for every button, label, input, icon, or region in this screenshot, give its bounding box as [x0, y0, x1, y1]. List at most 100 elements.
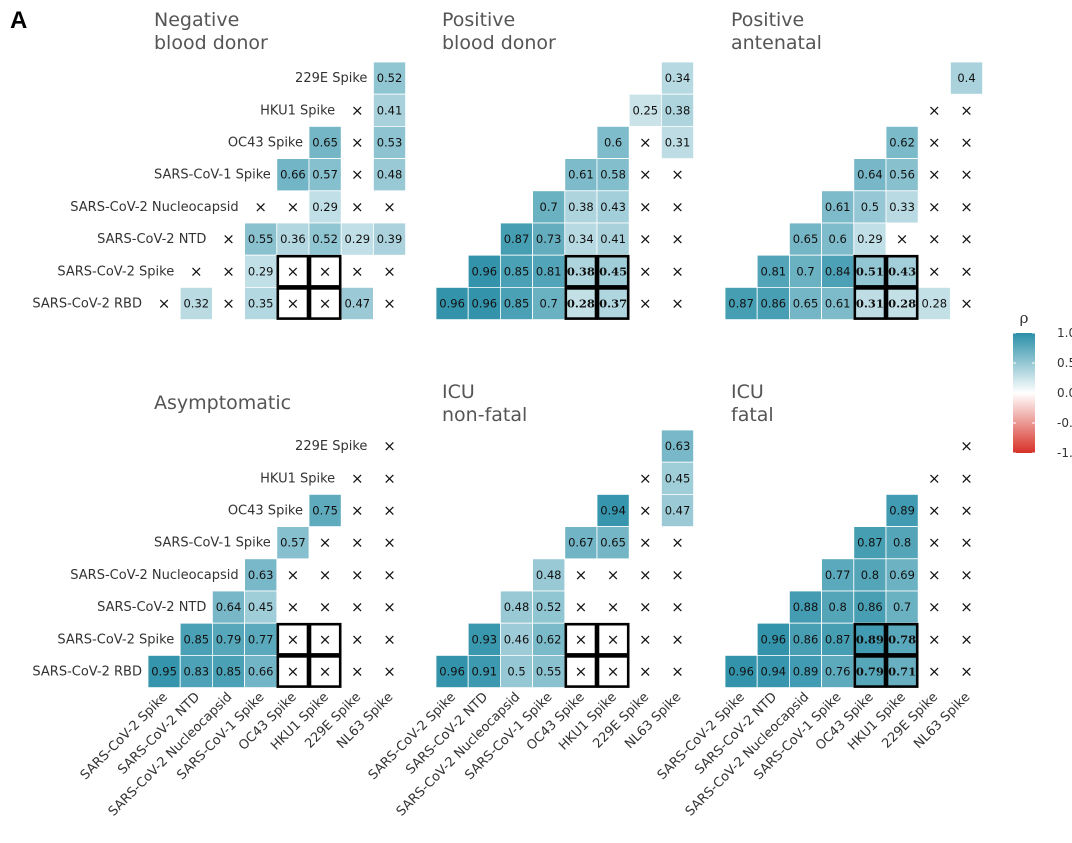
nonsignificant-marker: ×	[928, 134, 941, 152]
heatmap-cell	[372, 126, 406, 160]
cell-value: 0.81	[536, 264, 562, 278]
cell-value: 0.96	[439, 297, 465, 311]
cell-value: 0.62	[536, 632, 562, 646]
cell-value: 0.6	[829, 232, 847, 246]
cell-value: 0.96	[760, 632, 786, 646]
nonsignificant-marker: ×	[928, 663, 941, 681]
cell-value: 0.36	[280, 232, 306, 246]
nonsignificant-marker: ×	[351, 101, 364, 119]
nonsignificant-marker: ×	[928, 598, 941, 616]
cell-value: 0.83	[183, 665, 209, 679]
cell-value: 0.87	[825, 632, 851, 646]
highlight-box	[885, 622, 919, 656]
heatmap-cell	[467, 655, 501, 689]
nonsignificant-marker: ×	[287, 262, 300, 280]
cell-value: 0.28	[567, 297, 595, 311]
heatmap-cell	[661, 493, 695, 527]
highlight-box	[276, 254, 310, 288]
nonsignificant-marker: ×	[928, 502, 941, 520]
nonsignificant-marker: ×	[960, 134, 973, 152]
row-label-sars-cov-2-ntd: SARS-CoV-2 NTD	[97, 232, 206, 247]
cell-value: 0.87	[728, 297, 754, 311]
cell-value: 0.78	[888, 632, 916, 646]
nonsignificant-marker: ×	[351, 566, 364, 584]
cell-value: 0.35	[248, 297, 274, 311]
row-label-hku1-spike: HKU1 Spike	[260, 103, 335, 118]
nonsignificant-marker: ×	[575, 630, 588, 648]
cell-value: 0.65	[312, 136, 338, 150]
cell-value: 0.62	[889, 136, 915, 150]
heatmap-cell	[276, 526, 310, 560]
heatmap-cell	[885, 493, 919, 527]
nonsignificant-marker: ×	[287, 663, 300, 681]
highlight-box	[885, 655, 919, 688]
nonsignificant-marker: ×	[928, 534, 941, 552]
row-label-sars-cov-2-spike: SARS-CoV-2 Spike	[57, 632, 174, 647]
nonsignificant-marker: ×	[639, 566, 652, 584]
row-label-sars-cov-2-ntd: SARS-CoV-2 NTD	[97, 600, 206, 615]
cell-value: 0.73	[536, 232, 562, 246]
nonsignificant-marker: ×	[671, 566, 684, 584]
cell-value: 0.41	[377, 103, 403, 117]
heatmap-cell	[340, 222, 374, 256]
highlight-box	[308, 655, 342, 688]
row-label-sars-cov-1-spike: SARS-CoV-1 Spike	[154, 536, 271, 551]
cell-value: 0.65	[793, 232, 819, 246]
cell-value: 0.86	[760, 297, 786, 311]
column-label-sars-cov-2-nucleocapsid: SARS-CoV-2 Nucleocapsid	[683, 690, 813, 820]
cell-value: 0.66	[280, 168, 306, 182]
cell-value: 0.93	[471, 632, 497, 646]
heatmap-cell	[789, 655, 823, 689]
nonsignificant-marker: ×	[351, 630, 364, 648]
cell-value: 0.66	[248, 665, 274, 679]
cell-value: 0.96	[471, 297, 497, 311]
heatmap-cell	[853, 190, 887, 224]
heatmap-cell	[885, 158, 919, 192]
panel-title: Negative	[154, 9, 239, 31]
heatmap-cell	[244, 558, 278, 592]
cell-value: 0.6	[604, 136, 622, 150]
nonsignificant-marker: ×	[960, 598, 973, 616]
cell-value: 0.86	[857, 600, 883, 614]
cell-value: 0.96	[471, 264, 497, 278]
column-label-sars-cov-2-nucleocapsid: SARS-CoV-2 Nucleocapsid	[394, 690, 524, 820]
cell-value: 0.89	[793, 665, 819, 679]
heatmap-cell	[853, 222, 887, 256]
nonsignificant-marker: ×	[960, 101, 973, 119]
row-label-sars-cov-2-nucleocapsid: SARS-CoV-2 Nucleocapsid	[70, 200, 238, 215]
highlight-box	[564, 287, 598, 320]
cell-value: 0.52	[377, 71, 403, 85]
nonsignificant-marker: ×	[351, 166, 364, 184]
nonsignificant-marker: ×	[383, 198, 396, 216]
cell-value: 0.55	[536, 665, 562, 679]
nonsignificant-marker: ×	[287, 598, 300, 616]
cell-value: 0.47	[344, 297, 370, 311]
cell-value: 0.53	[377, 136, 403, 150]
cell-value: 0.48	[377, 168, 403, 182]
heatmap-cell	[179, 286, 213, 320]
heatmap-cell	[532, 222, 566, 256]
figure-label: A	[10, 7, 27, 34]
panel-title: Asymptomatic	[154, 392, 291, 414]
nonsignificant-marker: ×	[639, 630, 652, 648]
row-label-hku1-spike: HKU1 Spike	[260, 471, 335, 486]
heatmap-cell	[564, 158, 598, 192]
cell-value: 0.8	[861, 568, 879, 582]
cell-value: 0.41	[600, 232, 626, 246]
colorbar-tick-label: -1.0	[1057, 446, 1072, 460]
nonsignificant-marker: ×	[639, 230, 652, 248]
heatmap-cell	[853, 526, 887, 560]
panel-title: non-fatal	[442, 404, 527, 426]
highlight-box	[853, 655, 887, 688]
cell-value: 0.52	[536, 600, 562, 614]
highlight-box	[276, 655, 310, 688]
nonsignificant-marker: ×	[575, 566, 588, 584]
cell-value: 0.94	[600, 504, 626, 518]
nonsignificant-marker: ×	[671, 262, 684, 280]
nonsignificant-marker: ×	[960, 166, 973, 184]
nonsignificant-marker: ×	[319, 630, 332, 648]
cell-value: 0.39	[377, 232, 403, 246]
cell-value: 0.34	[568, 232, 594, 246]
heatmap-cell	[596, 158, 630, 192]
